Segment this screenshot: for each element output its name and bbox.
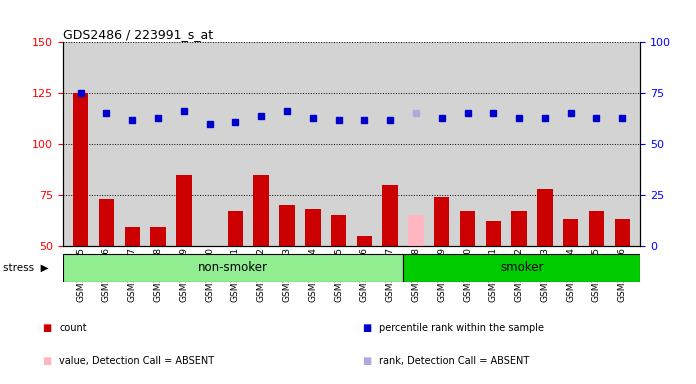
Bar — [589, 211, 604, 246]
Bar — [176, 175, 191, 246]
Text: rank, Detection Call = ABSENT: rank, Detection Call = ABSENT — [379, 356, 530, 366]
Bar — [63, 254, 403, 282]
Bar — [73, 93, 88, 246]
Text: smoker: smoker — [500, 262, 544, 274]
Bar — [228, 211, 243, 246]
Text: percentile rank within the sample: percentile rank within the sample — [379, 323, 544, 333]
Bar — [279, 205, 294, 246]
Bar — [563, 219, 578, 246]
Bar — [99, 199, 114, 246]
Text: ■: ■ — [362, 356, 371, 366]
Bar — [512, 211, 527, 246]
Bar — [460, 211, 475, 246]
Bar — [305, 209, 321, 246]
Text: count: count — [59, 323, 87, 333]
Bar — [403, 254, 640, 282]
Bar — [434, 197, 450, 246]
Bar — [253, 175, 269, 246]
Bar — [125, 227, 140, 246]
Bar — [409, 215, 424, 246]
Bar — [356, 236, 372, 246]
Bar — [615, 219, 630, 246]
Bar — [150, 227, 166, 246]
Text: non-smoker: non-smoker — [198, 262, 268, 274]
Text: ■: ■ — [42, 356, 51, 366]
Bar — [486, 221, 501, 246]
Text: value, Detection Call = ABSENT: value, Detection Call = ABSENT — [59, 356, 214, 366]
Text: stress  ▶: stress ▶ — [3, 263, 49, 273]
Bar — [331, 215, 347, 246]
Text: ■: ■ — [42, 323, 51, 333]
Bar — [537, 189, 553, 246]
Text: GDS2486 / 223991_s_at: GDS2486 / 223991_s_at — [63, 28, 213, 41]
Text: ■: ■ — [362, 323, 371, 333]
Bar — [382, 185, 398, 246]
